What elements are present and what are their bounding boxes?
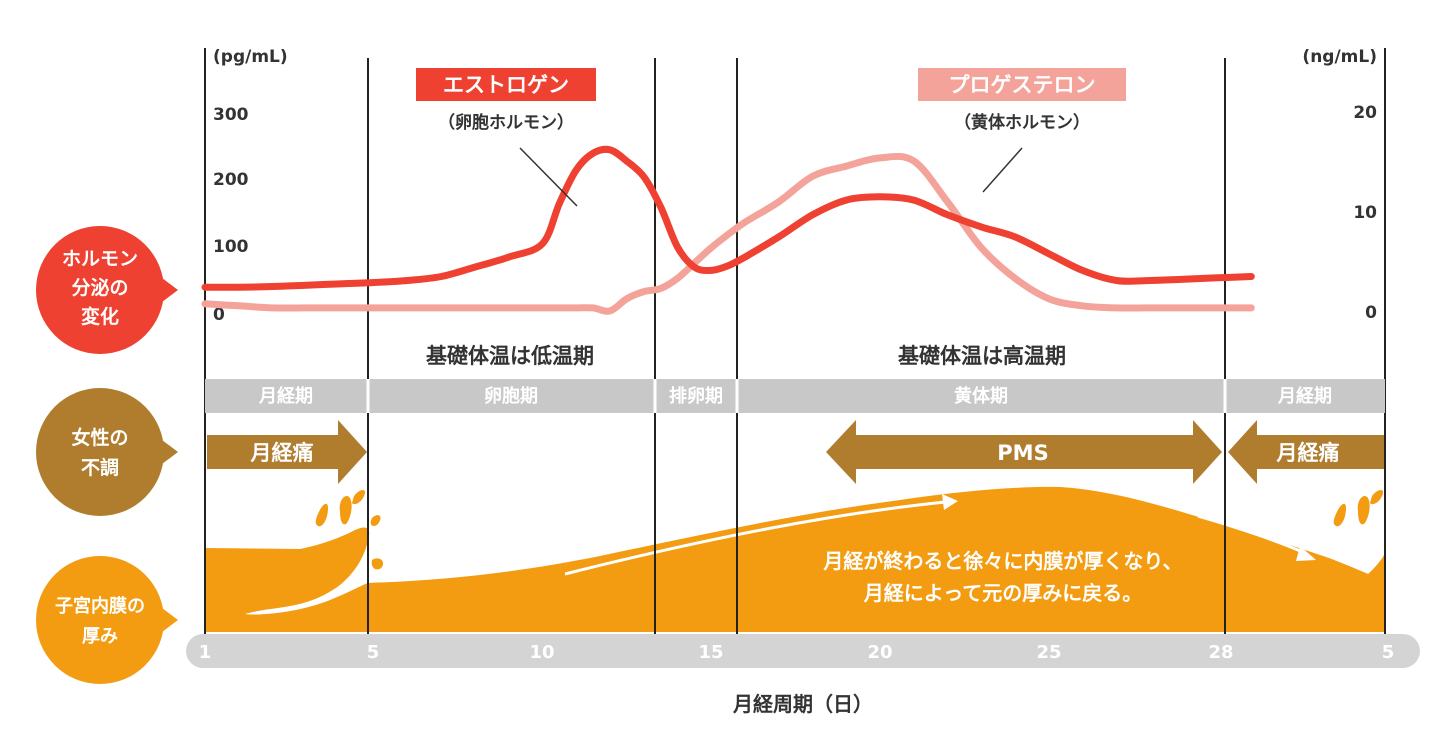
phase-luteal: 黄体期 bbox=[954, 385, 1008, 407]
pms-label: PMS bbox=[997, 441, 1048, 465]
pms-arrow bbox=[826, 420, 1222, 484]
day-tick-label: 10 bbox=[529, 642, 554, 663]
phase-bar: 月経期 卵胞期 排卵期 黄体期 月経期 bbox=[205, 379, 1385, 413]
estrogen-callout: エストロゲン （卵胞ホルモン） bbox=[416, 68, 596, 207]
endometrium-shed-right bbox=[1225, 525, 1385, 632]
temperature-high-label: 基礎体温は高温期 bbox=[898, 344, 1066, 368]
splash-drop bbox=[370, 515, 381, 526]
progesterone-name: プロゲステロン bbox=[949, 73, 1096, 97]
phase-ovulation: 排卵期 bbox=[669, 385, 723, 407]
splash-drop bbox=[315, 503, 328, 527]
symptom-arrows: 月経痛 PMS 月経痛 bbox=[207, 420, 1384, 484]
day-tick-label: 1 bbox=[199, 642, 212, 663]
phase-menstrual-1: 月経期 bbox=[258, 385, 313, 407]
cramps-arrow-2 bbox=[1228, 420, 1384, 484]
day-tick-label: 25 bbox=[1036, 642, 1061, 663]
day-tick-label: 20 bbox=[867, 642, 892, 663]
day-axis: 1 5 10 15 20 25 28 5 月経周期（日） bbox=[186, 634, 1420, 716]
endometrium-body bbox=[368, 486, 1225, 632]
day-tick-label: 5 bbox=[367, 642, 380, 663]
endometrium-shed-left bbox=[205, 527, 370, 632]
phase-menstrual-2: 月経期 bbox=[1277, 385, 1332, 407]
endometrium-row-label: 子宮内膜の 厚み bbox=[36, 556, 178, 684]
endometrium-row-label-line2: 厚み bbox=[82, 626, 118, 647]
disorder-row-label-line1: 女性の bbox=[71, 426, 128, 449]
estrogen-name-box bbox=[416, 68, 596, 101]
splash-drop bbox=[371, 558, 384, 570]
day-axis-bar bbox=[186, 634, 1420, 668]
hormone-row-circle bbox=[36, 226, 164, 354]
cramps-arrow-1 bbox=[207, 420, 367, 484]
splash-drop bbox=[1333, 503, 1346, 527]
disorder-row-circle bbox=[36, 388, 164, 516]
disorder-row-pointer bbox=[162, 440, 178, 464]
estrogen-leader-line bbox=[519, 147, 578, 207]
right-axis-unit: (ng/mL) bbox=[1302, 47, 1377, 67]
hormone-row-label-line3: 変化 bbox=[81, 305, 119, 328]
splash-drop bbox=[339, 495, 352, 525]
estrogen-subtitle: （卵胞ホルモン） bbox=[438, 112, 574, 133]
right-tick-label: 0 bbox=[1365, 303, 1377, 323]
endometrium-row-circle bbox=[36, 556, 164, 684]
progesterone-name-box bbox=[918, 68, 1126, 101]
shed-arrow bbox=[1197, 514, 1306, 555]
estrogen-name: エストロゲン bbox=[443, 73, 569, 97]
hormone-row-label-line1: ホルモン bbox=[62, 248, 138, 270]
right-tick-label: 20 bbox=[1353, 103, 1377, 123]
hormone-curves bbox=[201, 145, 1255, 315]
hormone-chart-axes: (pg/mL) (ng/mL) 300 200 100 0 20 10 0 bbox=[213, 47, 1377, 325]
cramps-label-1: 月経痛 bbox=[250, 441, 314, 465]
left-tick-label: 100 bbox=[213, 237, 249, 257]
growth-arrow-head bbox=[942, 494, 958, 510]
disorder-row-label-line2: 不調 bbox=[81, 456, 119, 479]
endometrium-note-line2: 月経によって元の厚みに戻る。 bbox=[863, 581, 1142, 605]
hormone-row-label-line2: 分泌の bbox=[71, 276, 128, 299]
disorder-row-label: 女性の 不調 bbox=[36, 388, 178, 516]
day-axis-title: 月経周期（日） bbox=[732, 692, 873, 716]
phase-divider-lines bbox=[204, 48, 1386, 652]
endometrium-row-pointer bbox=[162, 608, 178, 632]
left-axis-unit: (pg/mL) bbox=[213, 47, 288, 67]
progesterone-curve bbox=[201, 152, 1255, 315]
endometrium-note-line1: 月経が終わると徐々に内膜が厚くなり、 bbox=[822, 549, 1182, 573]
phase-follicular: 卵胞期 bbox=[484, 385, 538, 407]
day-tick-label: 28 bbox=[1208, 642, 1233, 663]
hormone-row-label: ホルモン 分泌の 変化 bbox=[36, 226, 178, 354]
progesterone-subtitle: （黄体ホルモン） bbox=[954, 112, 1090, 133]
splash-drop bbox=[1370, 490, 1384, 505]
hormone-row-pointer bbox=[162, 278, 178, 302]
endometrium-row-label-line1: 子宮内膜の bbox=[55, 595, 145, 617]
estrogen-curve bbox=[201, 145, 1255, 291]
progesterone-callout: プロゲステロン （黄体ホルモン） bbox=[918, 68, 1126, 193]
temperature-low-label: 基礎体温は低温期 bbox=[426, 344, 594, 368]
endometrium-area: 月経が終わると徐々に内膜が厚くなり、 月経によって元の厚みに戻る。 bbox=[205, 486, 1385, 632]
shed-arrow-head bbox=[1296, 546, 1316, 561]
progesterone-leader-line bbox=[982, 147, 1023, 193]
day-tick-label: 5 bbox=[1382, 642, 1395, 663]
left-tick-label: 300 bbox=[213, 105, 249, 125]
day-tick-label: 15 bbox=[698, 642, 723, 663]
right-tick-label: 10 bbox=[1353, 203, 1377, 223]
splash-drop bbox=[1357, 495, 1370, 525]
splash-drop bbox=[352, 490, 366, 505]
growth-arrow bbox=[564, 500, 946, 576]
left-tick-label: 0 bbox=[213, 305, 225, 325]
phase-bar-background bbox=[205, 379, 1385, 413]
cramps-label-2: 月経痛 bbox=[1276, 441, 1340, 465]
left-tick-label: 200 bbox=[213, 170, 249, 190]
